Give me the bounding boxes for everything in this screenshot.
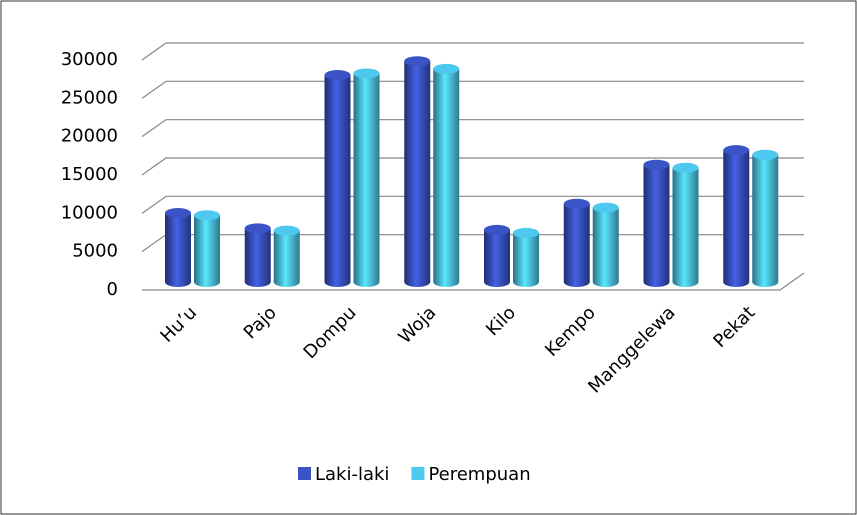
bar-top	[433, 63, 460, 74]
bar	[592, 207, 619, 282]
bar-top	[723, 145, 750, 156]
bar	[672, 167, 699, 282]
bar	[353, 73, 380, 282]
bar	[484, 229, 510, 282]
legend-label: Laki-laki	[315, 464, 389, 485]
bar	[165, 213, 191, 282]
bar-top	[165, 208, 191, 218]
bar-top	[324, 70, 351, 80]
bar	[404, 61, 431, 283]
grid-line	[141, 42, 804, 61]
grid-line	[141, 80, 804, 99]
bar	[194, 215, 220, 282]
bar-top	[244, 223, 271, 234]
bar	[433, 68, 460, 282]
bar	[273, 230, 300, 282]
bar-top	[484, 224, 510, 235]
bar-top	[353, 68, 380, 79]
y-tick-label: 15000	[61, 164, 118, 185]
bar	[563, 203, 590, 282]
grid-line	[141, 119, 804, 138]
y-tick-label: 20000	[61, 126, 118, 147]
bar-top	[752, 149, 779, 160]
bar	[244, 228, 271, 282]
y-tick-label: 30000	[61, 49, 118, 70]
y-tick-label: 10000	[61, 202, 118, 223]
grid-line	[142, 272, 805, 291]
y-tick-label: 0	[107, 279, 118, 300]
bar-top	[592, 202, 619, 213]
bar-top	[194, 210, 220, 221]
bar	[513, 232, 539, 282]
bar-top	[404, 56, 431, 67]
y-tick-label: 5000	[72, 241, 118, 262]
bar	[752, 154, 779, 282]
bar-top	[273, 225, 300, 236]
grid-line	[141, 195, 804, 214]
y-tick-label: 25000	[61, 87, 118, 108]
bar-top	[513, 227, 539, 238]
legend-label: Perempuan	[428, 464, 530, 485]
bar	[324, 75, 351, 282]
grid-line	[141, 157, 804, 176]
bar-top	[563, 198, 590, 209]
bar	[643, 164, 670, 282]
bar-top	[643, 159, 670, 170]
bar-top	[672, 162, 699, 173]
bar	[723, 150, 750, 282]
legend-swatch	[411, 467, 425, 480]
legend-swatch	[298, 467, 311, 480]
